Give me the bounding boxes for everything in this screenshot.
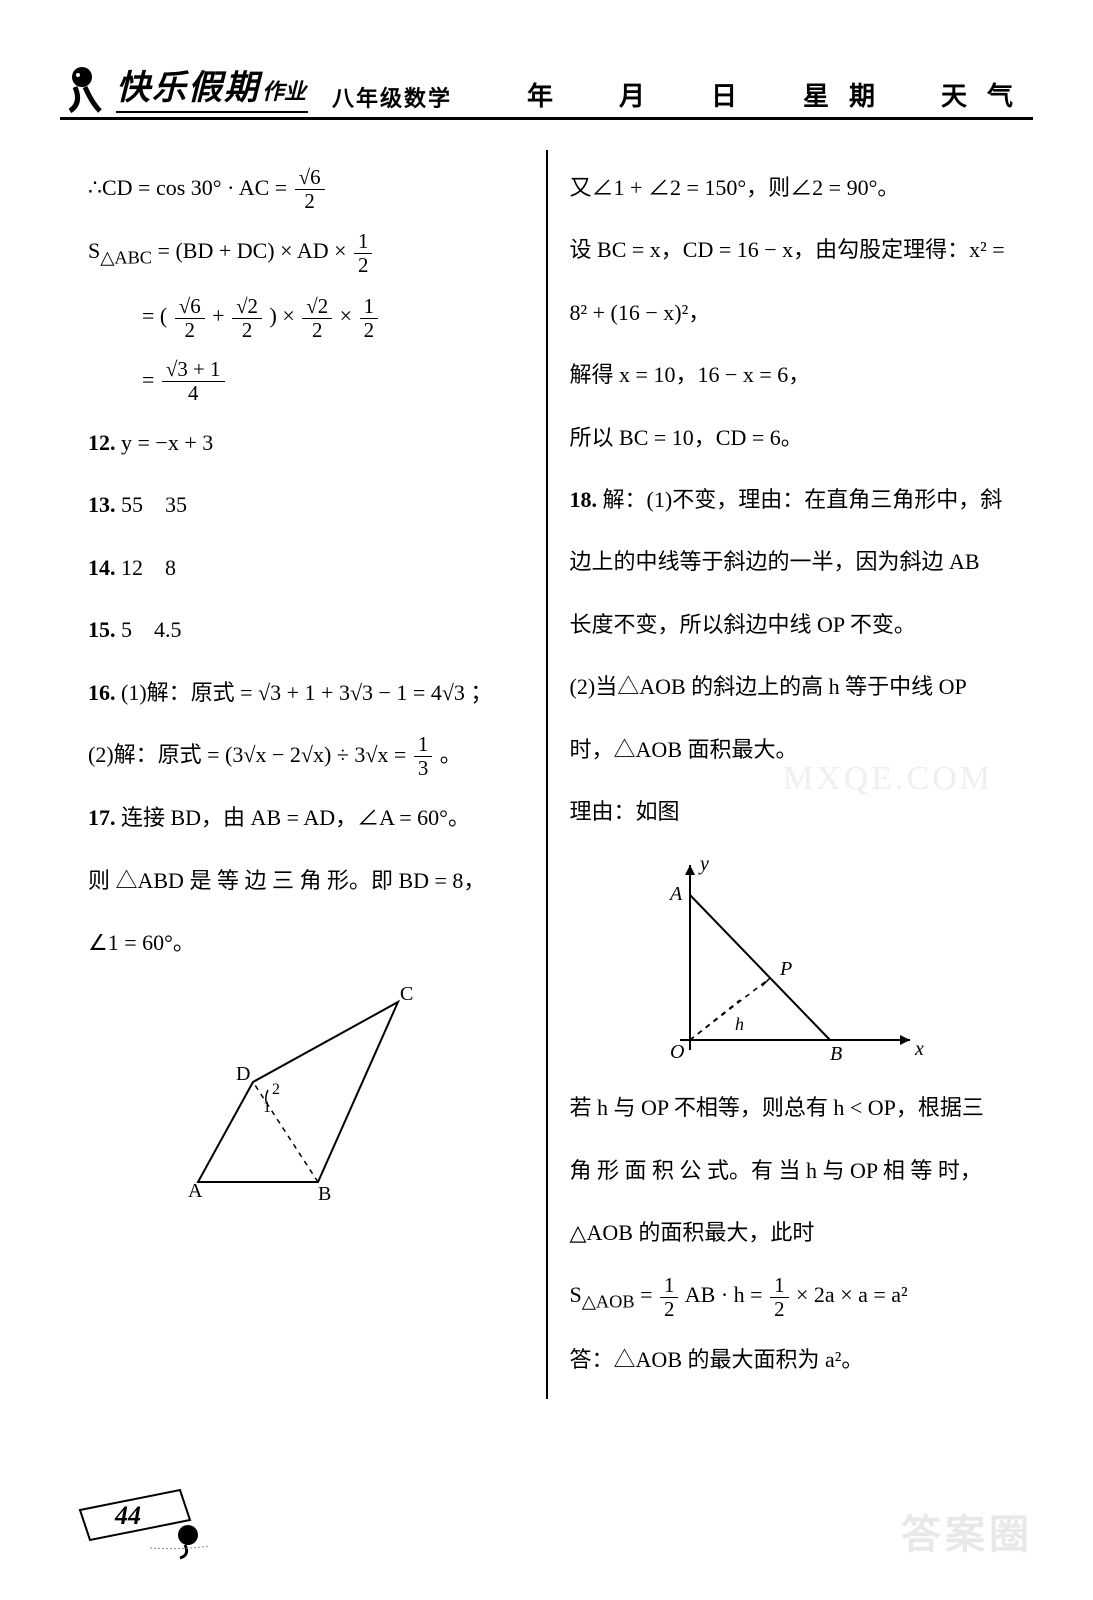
q14: 14. 12 8 (88, 544, 524, 592)
q15: 15. 5 4.5 (88, 606, 524, 654)
page: 快乐 假期 作业 八年级数学 年 月 日 星期 天气 ∴CD = cos 30°… (0, 0, 1093, 1419)
q18-8: 角 形 面 积 公 式。有 当 h 与 OP 相 等 时， (570, 1147, 1015, 1195)
column-divider (546, 150, 548, 1399)
svg-text:P: P (779, 958, 792, 980)
r2: 设 BC = x，CD = 16 − x，由勾股定理得：x² = (570, 226, 1015, 274)
svg-text:C: C (400, 983, 413, 1005)
q16-2: (2)解：原式 = (3√x − 2√x) ÷ 3√x = 13 。 (88, 731, 524, 780)
q13: 13. 55 35 (88, 481, 524, 529)
date-fields: 年 月 日 星期 天气 (527, 76, 1033, 113)
svg-text:1: 1 (263, 1099, 271, 1116)
svg-text:B: B (830, 1043, 842, 1065)
r3: 8² + (16 − x)²， (570, 289, 1015, 337)
q17-1: 17. 连接 BD，由 AB = AD，∠A = 60°。 (88, 794, 524, 842)
title-part1: 快乐 (116, 60, 188, 109)
svg-text:B: B (318, 1183, 331, 1202)
r1: 又∠1 + ∠2 = 150°，则∠2 = 90°。 (570, 164, 1015, 212)
q18-7: 若 h 与 OP 不相等，则总有 h < OP，根据三 (570, 1084, 1015, 1132)
q17-3: ∠1 = 60°。 (88, 919, 524, 967)
figure-coord: y x A B O P h (570, 850, 1015, 1070)
eq-cd: ∴CD = cos 30° · AC = √62 (88, 164, 524, 213)
svg-text:44: 44 (114, 1501, 141, 1530)
svg-text:O: O (670, 1041, 684, 1063)
q18-10: S△AOB = 12 AB · h = 12 × 2a × a = a² (570, 1271, 1015, 1322)
q18-4: (2)当△AOB 的斜边上的高 h 等于中线 OP (570, 663, 1015, 711)
left-column: ∴CD = cos 30° · AC = √62 S△ABC = (BD + D… (60, 150, 542, 1399)
q18-3: 长度不变，所以斜边中线 OP 不变。 (570, 601, 1015, 649)
watermark-url: MXQE.COM (783, 760, 993, 798)
svg-text:A: A (188, 1180, 203, 1202)
svg-text:y: y (698, 853, 709, 875)
svg-text:2: 2 (272, 1081, 280, 1098)
page-number-badge: 44 (70, 1480, 220, 1560)
q18-11: 答：△AOB 的最大面积为 a²。 (570, 1336, 1015, 1384)
q18-9: △AOB 的面积最大，此时 (570, 1209, 1015, 1257)
q12: 12. y = −x + 3 (88, 419, 524, 467)
svg-text:A: A (668, 883, 683, 905)
title-part3: 作业 (262, 74, 306, 106)
svg-text:D: D (236, 1063, 250, 1085)
q18-1: 18. 解：(1)不变，理由：在直角三角形中，斜 (570, 476, 1015, 524)
grade-label: 八年级数学 (332, 81, 452, 113)
mascot-icon (60, 63, 110, 113)
eq-area3: = √3 + 14 (88, 356, 524, 405)
r5: 所以 BC = 10，CD = 6。 (570, 414, 1015, 462)
r4: 解得 x = 10，16 − x = 6， (570, 351, 1015, 399)
title-part2: 假期 (188, 60, 260, 109)
eq-area2: = ( √62 + √22 ) × √22 × 12 (88, 292, 524, 341)
q17-2: 则 △ABD 是 等 边 三 角 形。即 BD = 8， (88, 857, 524, 905)
book-title: 快乐 假期 作业 (116, 60, 308, 113)
q18-2: 边上的中线等于斜边的一半，因为斜边 AB (570, 538, 1015, 586)
svg-text:h: h (735, 1014, 744, 1034)
q16-1: 16. (1)解：原式 = √3 + 1 + 3√3 − 1 = 4√3 ； (88, 669, 524, 717)
eq-area: S△ABC = (BD + DC) × AD × 12 (88, 227, 524, 278)
watermark-brand: 答案圈 (901, 1502, 1033, 1560)
page-header: 快乐 假期 作业 八年级数学 年 月 日 星期 天气 (60, 60, 1033, 120)
figure-quad: A B C D 1 2 (88, 982, 524, 1202)
svg-text:x: x (914, 1038, 924, 1060)
